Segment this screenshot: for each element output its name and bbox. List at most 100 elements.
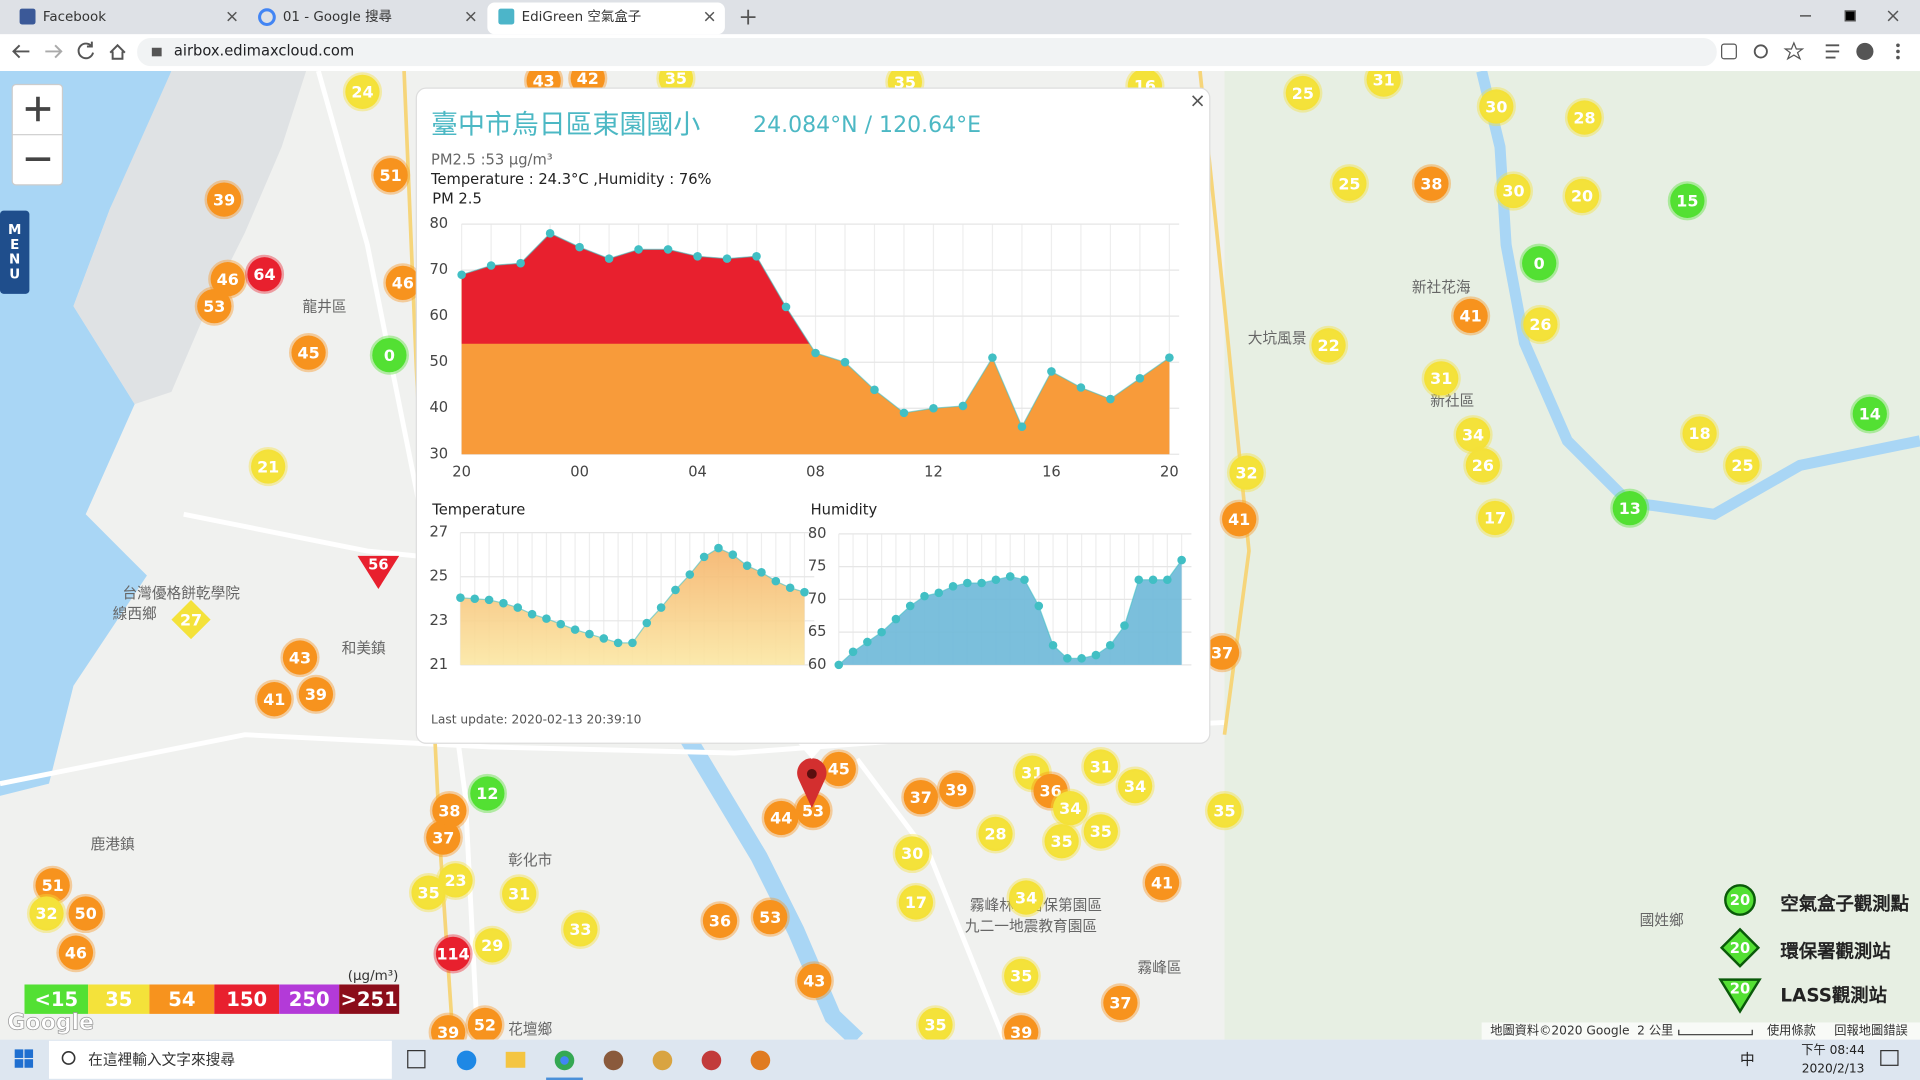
air-marker-value: 41 xyxy=(1228,510,1250,529)
tab-title[interactable]: EdiGreen 空氣盒子 xyxy=(522,8,642,25)
sea xyxy=(0,71,172,796)
place-label: 彰化市 xyxy=(508,851,552,869)
menu-letter: U xyxy=(9,267,20,282)
air-marker xyxy=(1564,97,1605,138)
map-footer: 回報地圖錯誤 xyxy=(1834,1023,1907,1038)
air-marker xyxy=(467,773,507,814)
air-marker-value: 64 xyxy=(253,265,275,284)
point xyxy=(1034,601,1044,611)
air-marker-value: 25 xyxy=(1731,456,1753,475)
taskbar-apps[interactable] xyxy=(407,1050,771,1080)
air-marker-value: 17 xyxy=(905,893,927,912)
map-footer: 使用條款 xyxy=(1767,1023,1816,1038)
place-label: 新社花海 xyxy=(1412,279,1471,296)
air-marker-value: 45 xyxy=(828,760,850,779)
air-marker xyxy=(433,934,473,974)
menu-button[interactable] xyxy=(0,210,30,294)
air-marker-value: 43 xyxy=(533,72,555,91)
scale-swatch xyxy=(214,984,280,1014)
legend-icon-value: 20 xyxy=(1730,892,1750,909)
point xyxy=(527,609,537,619)
air-marker xyxy=(1100,983,1141,1023)
air-marker xyxy=(1001,956,1041,996)
air-marker-value: 35 xyxy=(1051,832,1073,851)
chart-title: Humidity xyxy=(811,502,878,519)
y-tick-label: 70 xyxy=(808,590,827,607)
notification-icon[interactable] xyxy=(1880,1050,1899,1066)
air-marker xyxy=(1411,164,1452,204)
menu-letter: N xyxy=(9,253,20,268)
point xyxy=(920,591,929,601)
tab-title[interactable]: 01 - Google 搜尋 xyxy=(283,9,392,25)
place-label: 和美鎮 xyxy=(342,640,386,657)
y-tick-label: 27 xyxy=(429,524,448,541)
url[interactable]: airbox.edimaxcloud.com xyxy=(174,42,354,59)
air-marker xyxy=(371,155,411,195)
point xyxy=(685,570,695,579)
ime-indicator[interactable]: 中 xyxy=(1740,1051,1755,1068)
point xyxy=(722,254,732,263)
air-marker-value: 38 xyxy=(438,801,460,820)
start-button[interactable] xyxy=(14,1049,34,1068)
air-marker xyxy=(1204,791,1245,831)
air-marker-value: 39 xyxy=(945,781,967,800)
place-label: 新社區 xyxy=(1430,393,1474,410)
point xyxy=(742,561,752,570)
air-marker xyxy=(369,335,409,375)
map-footer: 2 公里 xyxy=(1637,1024,1673,1038)
air-marker-value: 37 xyxy=(432,828,454,847)
point xyxy=(499,598,508,608)
point xyxy=(613,638,623,648)
air-marker xyxy=(915,1005,956,1040)
tab-title[interactable]: Facebook xyxy=(43,10,106,25)
clock-time[interactable]: 下午 08:44 xyxy=(1801,1043,1865,1057)
google-logo: Google xyxy=(7,1011,94,1036)
air-marker-value: 43 xyxy=(289,648,311,667)
air-marker xyxy=(761,798,801,838)
air-marker xyxy=(1519,243,1559,283)
air-marker-value: 26 xyxy=(1529,315,1551,334)
y-tick-label: 80 xyxy=(429,215,448,232)
point xyxy=(545,229,555,238)
menu-letter: M xyxy=(8,223,21,238)
air-marker-value: 31 xyxy=(1090,757,1112,776)
url-field[interactable] xyxy=(137,37,1717,67)
chart-title: Temperature xyxy=(431,502,525,519)
scale-unit: (μg/m³) xyxy=(348,969,399,984)
point xyxy=(948,582,958,591)
air-marker xyxy=(1050,788,1090,828)
search-placeholder[interactable]: 在這裡輸入文字來搜尋 xyxy=(88,1051,235,1068)
clock-date[interactable]: 2020/2/13 xyxy=(1802,1061,1865,1075)
point xyxy=(863,637,872,647)
air-marker-value: 114 xyxy=(436,945,469,964)
scale-label: 250 xyxy=(289,988,330,1011)
air-marker xyxy=(1476,86,1516,127)
air-marker-value: 30 xyxy=(1485,97,1507,116)
air-marker xyxy=(428,1012,468,1040)
point xyxy=(513,603,523,612)
popup-close[interactable]: × xyxy=(1189,89,1205,112)
point xyxy=(1077,654,1086,663)
air-marker xyxy=(465,1005,505,1040)
air-marker xyxy=(901,777,941,817)
x-tick-label: 04 xyxy=(688,464,707,481)
air-marker-value: 39 xyxy=(437,1023,459,1042)
taskbar-search[interactable] xyxy=(48,1040,392,1079)
air-marker-value: 36 xyxy=(709,912,731,931)
toolbar-icons[interactable] xyxy=(1721,41,1900,61)
air-marker xyxy=(1850,394,1890,434)
nav-icons[interactable] xyxy=(12,41,126,60)
point xyxy=(757,568,766,577)
point xyxy=(585,629,594,639)
air-marker-value: 22 xyxy=(1318,336,1340,355)
scale-swatch xyxy=(88,984,150,1014)
air-marker-value: 44 xyxy=(770,809,792,828)
point xyxy=(486,261,496,270)
point xyxy=(671,585,680,595)
active-tab[interactable] xyxy=(487,2,725,35)
air-marker-value: 23 xyxy=(444,871,466,890)
zoom-in[interactable] xyxy=(25,96,51,122)
x-tick-label: 00 xyxy=(570,464,589,481)
point xyxy=(977,578,986,588)
scale-label: 150 xyxy=(226,988,267,1011)
